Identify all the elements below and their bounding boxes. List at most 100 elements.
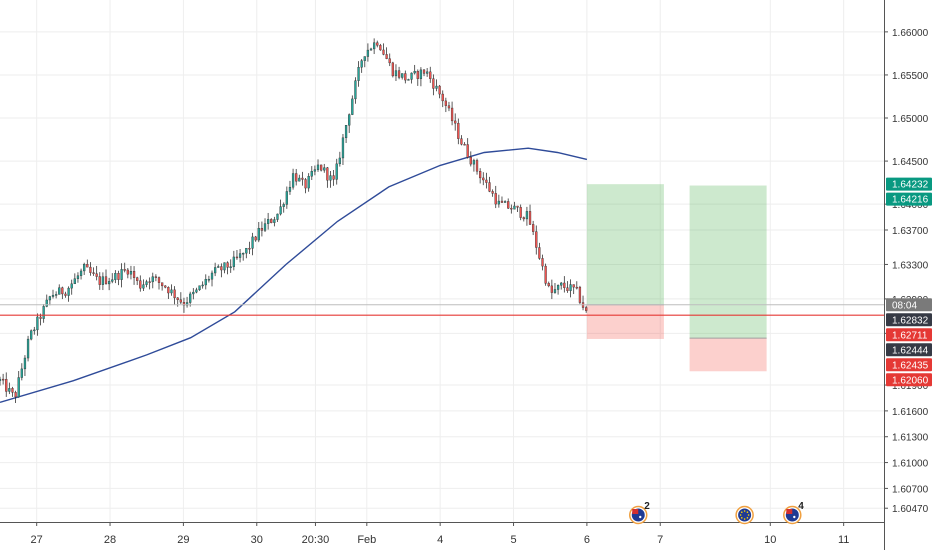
candle-down bbox=[416, 70, 419, 79]
candle-up bbox=[204, 278, 207, 286]
candle-up bbox=[23, 357, 27, 370]
candle-up bbox=[407, 79, 410, 81]
price-tick-label: 1.63300 bbox=[892, 260, 929, 271]
candle-down bbox=[585, 307, 588, 311]
candle-up bbox=[513, 205, 516, 210]
candle-up bbox=[410, 72, 413, 80]
candle-up bbox=[42, 306, 45, 319]
candle-up bbox=[73, 278, 76, 285]
time-tick-label: 5 bbox=[510, 534, 516, 546]
candle-up bbox=[348, 114, 351, 126]
candle-down bbox=[447, 105, 451, 109]
candle-up bbox=[8, 388, 11, 392]
candle-up bbox=[45, 299, 48, 307]
stop-zone bbox=[689, 338, 767, 372]
time-tick-label: 6 bbox=[584, 534, 590, 546]
candle-up bbox=[33, 329, 36, 332]
flag-star bbox=[747, 514, 750, 516]
time-tick-label: 4 bbox=[437, 534, 443, 546]
price-tick-label: 1.60470 bbox=[892, 504, 929, 515]
candle-up bbox=[238, 253, 242, 258]
candle-up bbox=[145, 281, 148, 285]
candle-down bbox=[528, 211, 532, 225]
candle-up bbox=[394, 70, 398, 77]
candle-up bbox=[401, 73, 404, 78]
candle-down bbox=[226, 262, 229, 268]
candle-up bbox=[207, 278, 211, 281]
candle-down bbox=[494, 193, 497, 205]
candle-down bbox=[479, 171, 482, 179]
flag-star bbox=[793, 515, 796, 519]
candle-down bbox=[126, 269, 129, 275]
candle-down bbox=[148, 281, 151, 283]
candle-down bbox=[320, 164, 323, 171]
candle-up bbox=[111, 279, 114, 282]
price-label-badge bbox=[886, 192, 932, 206]
candle-down bbox=[397, 70, 401, 78]
candle-up bbox=[266, 219, 270, 224]
candle-down bbox=[538, 247, 541, 259]
target-zone bbox=[689, 185, 767, 339]
price-label-text: 1.62832 bbox=[892, 315, 929, 326]
candle-down bbox=[95, 273, 98, 277]
price-label-text: 1.64216 bbox=[892, 195, 929, 206]
candle-up bbox=[363, 56, 366, 61]
candle-down bbox=[136, 277, 139, 281]
price-tick-label: 1.61900 bbox=[892, 381, 929, 392]
candle-up bbox=[245, 247, 248, 254]
time-tick-label: 7 bbox=[657, 534, 663, 546]
candle-up bbox=[213, 267, 217, 274]
price-label-text: 1.62444 bbox=[892, 345, 929, 356]
candle-up bbox=[360, 60, 363, 68]
candle-up bbox=[357, 67, 360, 81]
flag-star bbox=[740, 511, 743, 513]
candle-up bbox=[335, 163, 338, 180]
time-tick-label: 29 bbox=[177, 534, 189, 546]
candle-up bbox=[282, 204, 285, 207]
candle-down bbox=[532, 224, 535, 232]
candle-down bbox=[469, 157, 472, 165]
time-tick-label: 11 bbox=[838, 534, 849, 546]
candle-down bbox=[454, 120, 457, 124]
candle-down bbox=[182, 302, 186, 306]
price-labels: 1.64232 1.64216 08:04 1.62832 1.62711 1.62444… bbox=[886, 177, 932, 387]
time-tick-label: 28 bbox=[104, 534, 116, 546]
candle-up bbox=[257, 227, 260, 241]
candle-up bbox=[291, 173, 295, 188]
candle-down bbox=[260, 227, 264, 231]
candle-up bbox=[58, 287, 61, 295]
candle-down bbox=[379, 45, 382, 51]
candle-up bbox=[30, 330, 33, 340]
candle-down bbox=[248, 247, 251, 250]
candle-down bbox=[139, 280, 142, 289]
candle-up bbox=[217, 266, 220, 268]
flag-star bbox=[740, 517, 743, 519]
candle-up bbox=[36, 316, 39, 331]
candle-down bbox=[104, 276, 108, 285]
target-zone bbox=[586, 184, 664, 305]
candle-down bbox=[535, 231, 538, 248]
candle-down bbox=[220, 266, 223, 271]
candle-up bbox=[185, 302, 189, 306]
candle-up bbox=[341, 137, 345, 159]
stop-zone bbox=[586, 304, 664, 339]
candle-up bbox=[54, 294, 58, 296]
candle-down bbox=[326, 167, 329, 181]
candle-down bbox=[519, 207, 522, 218]
candle-down bbox=[450, 107, 454, 122]
candle-down bbox=[86, 264, 89, 268]
moving-average-line bbox=[0, 147, 588, 403]
candle-up bbox=[426, 71, 429, 74]
time-axis: 27 28 29 30 20:30 Feb 4 5 6 7 10 11 bbox=[0, 522, 884, 546]
candle-up bbox=[192, 291, 195, 295]
candle-down bbox=[516, 205, 519, 208]
candle-down bbox=[295, 173, 298, 182]
candle-down bbox=[157, 277, 161, 283]
candle-up bbox=[435, 85, 438, 89]
candle-down bbox=[1, 378, 5, 381]
candle-down bbox=[575, 286, 578, 289]
candle-down bbox=[376, 42, 379, 46]
candle-up bbox=[83, 264, 86, 272]
candle-up bbox=[142, 284, 145, 289]
